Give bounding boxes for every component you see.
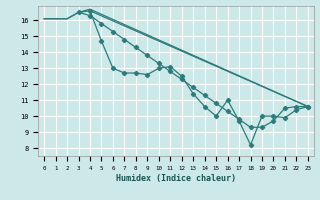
X-axis label: Humidex (Indice chaleur): Humidex (Indice chaleur) (116, 174, 236, 183)
